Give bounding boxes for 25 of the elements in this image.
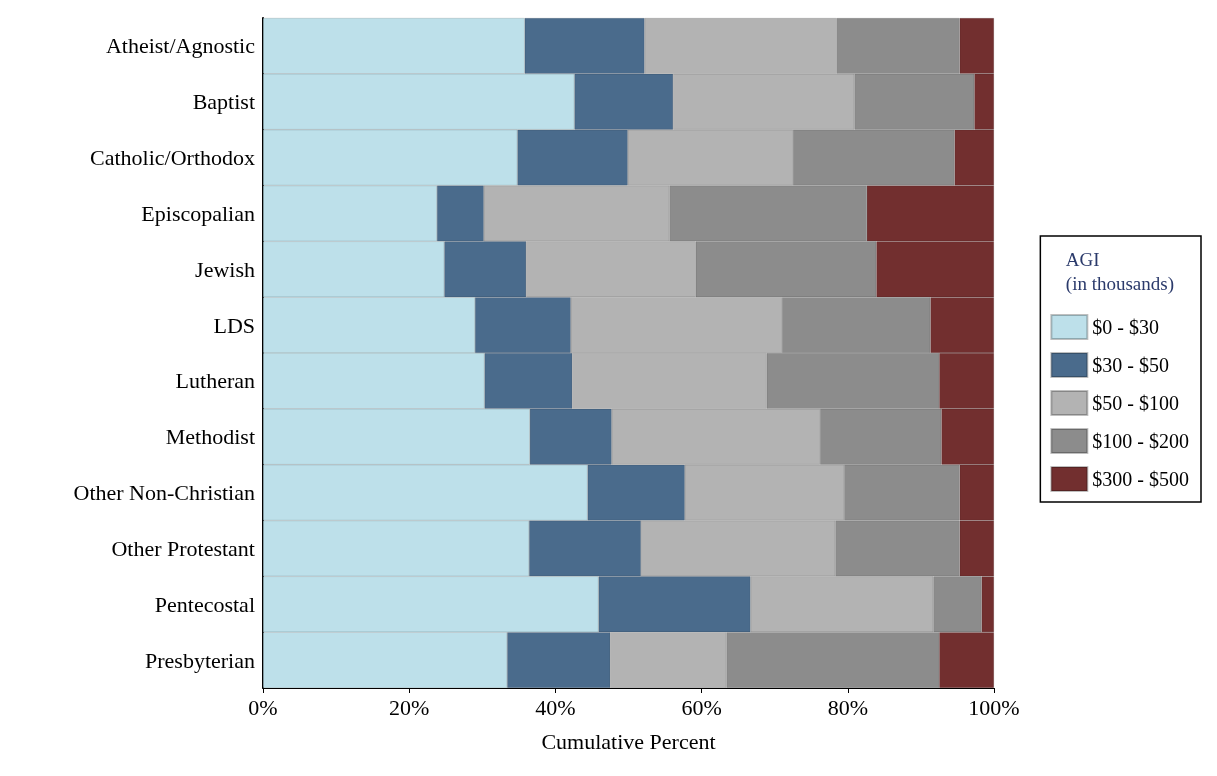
x-tick-label: 80% bbox=[827, 694, 868, 720]
x-tick-label: 100% bbox=[968, 694, 1020, 720]
legend-label: $0 - $30 bbox=[1092, 316, 1160, 338]
x-tick-label: 0% bbox=[248, 694, 278, 720]
y-tick-label: Methodist bbox=[165, 424, 255, 450]
y-tick-label: Jewish bbox=[195, 256, 255, 282]
y-tick-label: Catholic/Orthodox bbox=[90, 145, 255, 171]
y-tick-label: Other Protestant bbox=[111, 535, 255, 561]
legend-label: $300 - $500 bbox=[1092, 468, 1190, 490]
y-tick-label: Pentecostal bbox=[154, 591, 255, 617]
legend-label: $30 - $50 bbox=[1092, 354, 1170, 376]
legend-title: AGI (in thousands) bbox=[1065, 248, 1174, 295]
x-tick-label: 20% bbox=[389, 694, 430, 720]
x-axis-title: Cumulative Percent bbox=[541, 728, 716, 754]
legend-label: $50 - $100 bbox=[1092, 392, 1180, 414]
y-tick-label: Atheist/Agnostic bbox=[105, 33, 256, 59]
y-tick-label: Episcopalian bbox=[141, 200, 255, 226]
x-tick-label: 60% bbox=[681, 694, 722, 720]
y-tick-label: LDS bbox=[213, 312, 255, 338]
y-tick-label: Lutheran bbox=[175, 368, 255, 394]
y-tick-label: Presbyterian bbox=[145, 647, 255, 673]
legend-label: $100 - $200 bbox=[1092, 430, 1190, 452]
y-tick-label: Baptist bbox=[192, 89, 255, 115]
x-tick-label: 40% bbox=[535, 694, 576, 720]
y-tick-label: Other Non-Christian bbox=[73, 480, 255, 506]
